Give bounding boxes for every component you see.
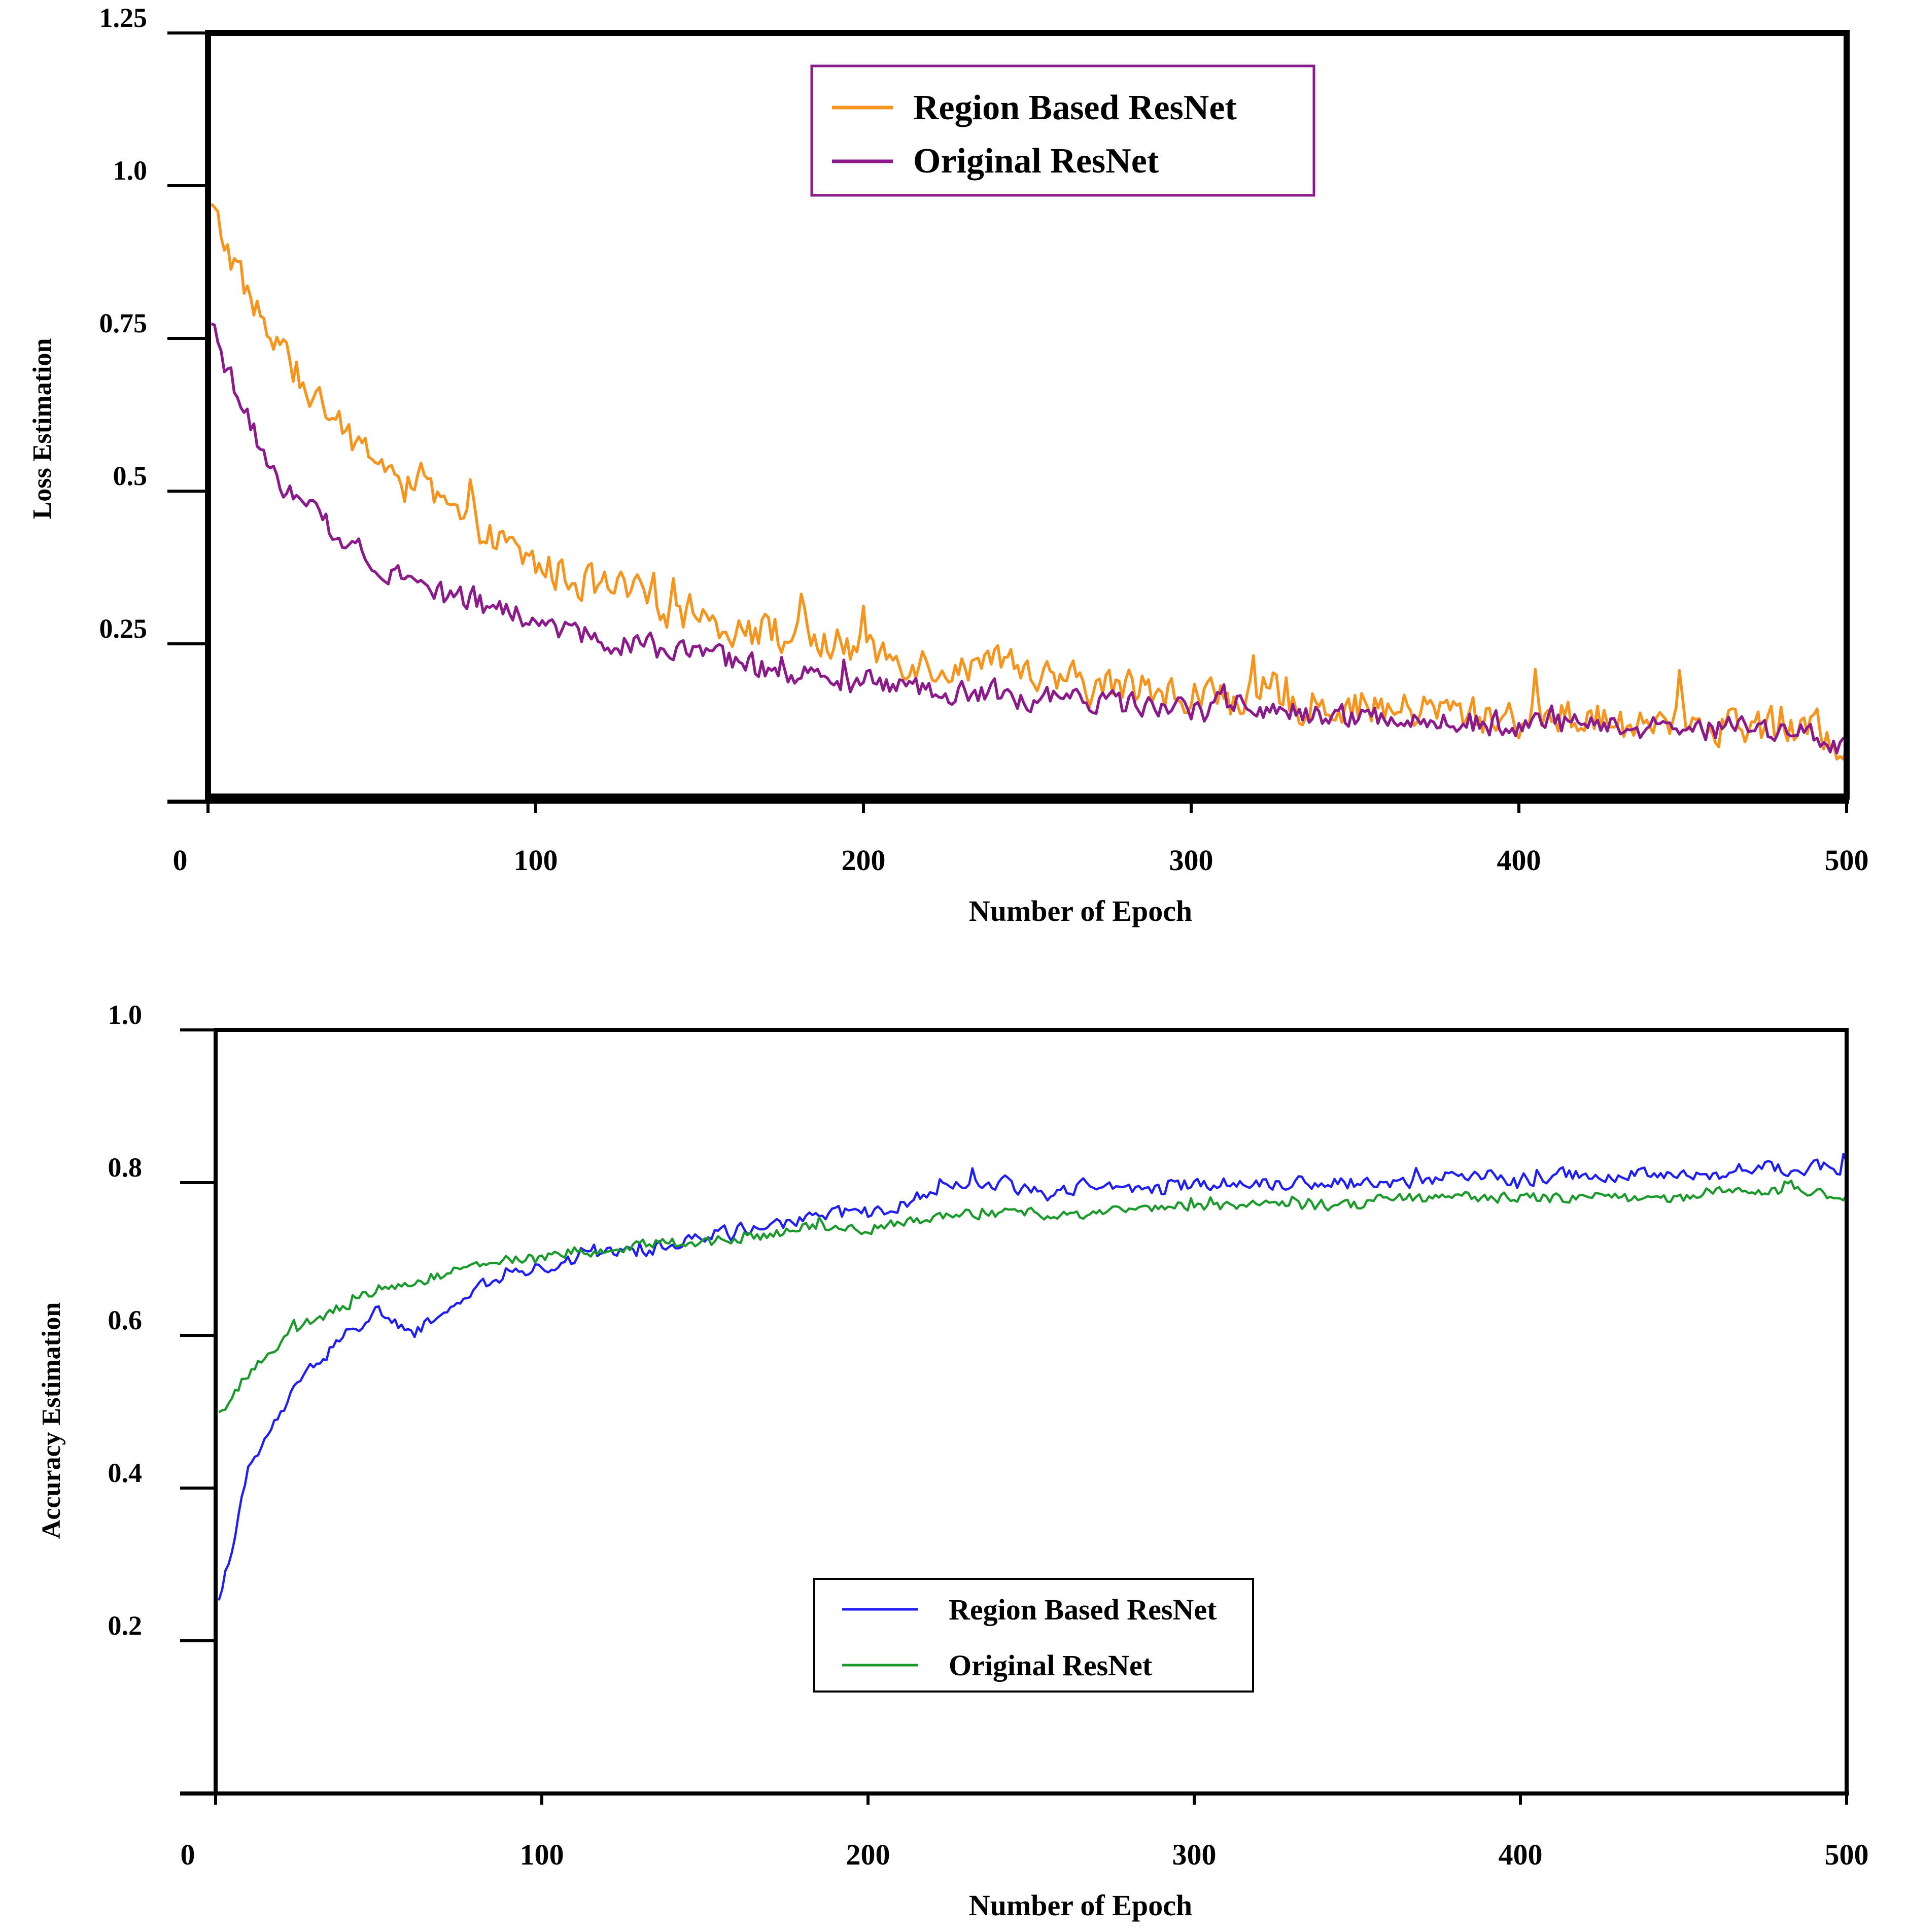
accuracy-x-tick-label: 500: [1825, 1838, 1869, 1871]
accuracy-x-tick-label: 200: [846, 1838, 890, 1871]
accuracy-x-tick-label: 100: [520, 1838, 564, 1871]
loss-y-tick-label: 1.0: [113, 155, 148, 186]
loss-y-ticks: 0.25 0.5 0.75 1.0 1.25: [99, 3, 208, 645]
accuracy-x-ticks: 0 100 200 300 400 500: [181, 1793, 1869, 1871]
loss-y-tick-label: 0.75: [99, 308, 148, 338]
accuracy-x-tick-label: 400: [1499, 1838, 1543, 1871]
accuracy-legend-label-region: Region Based ResNet: [949, 1593, 1217, 1626]
loss-x-tick-label: 400: [1497, 844, 1541, 877]
accuracy-y-tick-label: 1.0: [108, 999, 143, 1030]
accuracy-x-tick-label: 300: [1172, 1838, 1217, 1871]
loss-y-axis-label: Loss Estimation: [28, 338, 57, 520]
loss-chart: 0 100 200 300 400 500 0.25 0.5 0.75 1.0 1.25 Numb…: [28, 3, 1869, 927]
loss-x-axis-label: Number of Epoch: [969, 894, 1192, 927]
accuracy-legend-box: [813, 1578, 1254, 1693]
loss-legend-box: [810, 64, 1315, 197]
accuracy-y-tick-label: 0.8: [108, 1152, 143, 1183]
loss-x-tick-label: 200: [842, 844, 886, 877]
accuracy-legend-label-original: Original ResNet: [949, 1649, 1153, 1682]
loss-legend-label-region: Region Based ResNet: [913, 88, 1237, 127]
accuracy-y-tick-label: 0.6: [108, 1305, 143, 1335]
accuracy-y-tick-label: 0.4: [108, 1458, 143, 1488]
accuracy-legend: Region Based ResNet Original ResNet: [813, 1578, 1254, 1693]
loss-y-tick-label: 0.25: [99, 613, 148, 644]
accuracy-chart: 0 100 200 300 400 500 0.2 0.4 0.6 0.8 1.0 Number …: [37, 999, 1869, 1922]
loss-y-tick-label: 1.25: [99, 3, 148, 33]
loss-x-tick-label: 0: [173, 844, 188, 877]
loss-plot-frame: [205, 30, 1850, 800]
accuracy-x-tick-label: 0: [181, 1838, 195, 1871]
loss-y-tick-label: 0.5: [113, 461, 148, 491]
accuracy-x-axis-label: Number of Epoch: [969, 1889, 1192, 1922]
loss-x-tick-label: 500: [1825, 844, 1869, 877]
accuracy-series-layer: [218, 1153, 1848, 1601]
accuracy-series-region: [218, 1153, 1848, 1601]
loss-x-tick-label: 100: [514, 844, 558, 877]
loss-legend: Region Based ResNet Original ResNet: [810, 64, 1315, 197]
accuracy-y-tick-label: 0.2: [108, 1610, 143, 1641]
loss-series-region: [210, 203, 1848, 761]
loss-x-tick-label: 300: [1169, 844, 1213, 877]
loss-series-layer: [210, 203, 1848, 761]
loss-legend-label-original: Original ResNet: [913, 142, 1159, 181]
accuracy-series-original: [218, 1180, 1848, 1413]
loss-series-original: [211, 322, 1848, 754]
accuracy-y-axis-label: Accuracy Estimation: [37, 1302, 66, 1539]
accuracy-y-ticks: 0.2 0.4 0.6 0.8 1.0: [108, 999, 216, 1642]
loss-x-ticks: 0 100 200 300 400 500: [173, 802, 1869, 877]
